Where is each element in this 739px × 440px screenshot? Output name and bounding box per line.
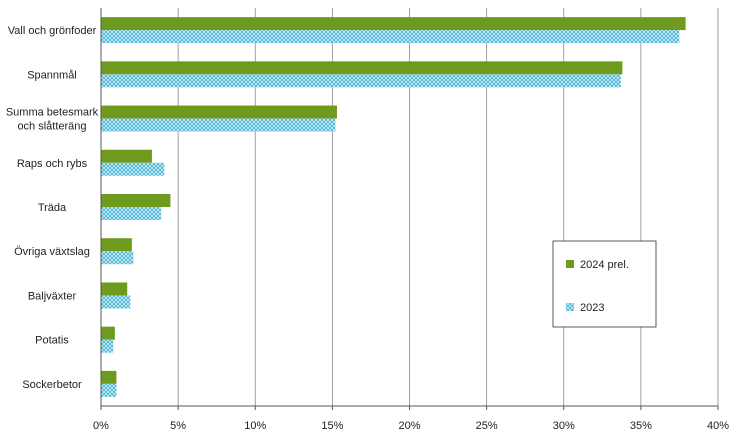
bar-2024-0	[101, 17, 686, 31]
category-label-line: Summa betesmark	[6, 107, 99, 119]
x-tick-label-7: 35%	[630, 420, 652, 432]
category-label-8: Sockerbetor	[22, 379, 82, 391]
bar-2023-8	[101, 383, 117, 397]
category-label-7: Potatis	[35, 335, 69, 347]
bar-2023-7	[101, 339, 114, 353]
bar-2023-2	[101, 118, 336, 132]
x-tick-label-6: 30%	[553, 420, 575, 432]
bar-2023-4	[101, 207, 162, 220]
bar-2024-3	[101, 149, 152, 163]
category-label-0: Vall och grönfoder	[8, 25, 97, 37]
legend-box	[552, 240, 657, 328]
legend-swatch-2024	[566, 260, 574, 268]
category-label-line: Sockerbetor	[22, 379, 82, 391]
category-label-line: Vall och grönfoder	[8, 25, 97, 37]
category-label-6: Baljväxter	[28, 290, 77, 302]
bar-2023-5	[101, 251, 134, 265]
x-tick-label-2: 10%	[244, 420, 266, 432]
bar-2023-3	[101, 162, 165, 176]
bars	[101, 17, 686, 397]
category-label-line: Spannmål	[27, 69, 77, 81]
category-label-line: Baljväxter	[28, 290, 77, 302]
bar-2023-1	[101, 74, 621, 88]
bar-2024-8	[101, 370, 117, 384]
bar-2024-6	[101, 282, 128, 296]
bar-2024-5	[101, 238, 132, 252]
x-tick-label-1: 5%	[170, 420, 186, 432]
category-label-1: Spannmål	[27, 69, 77, 81]
legend-swatch-2023	[566, 303, 574, 311]
category-label-line: Träda	[38, 202, 67, 214]
bar-2024-1	[101, 61, 623, 75]
x-axis: 0% 5% 10% 15% 20% 25% 30% 35% 40%	[93, 8, 729, 432]
bar-2024-7	[101, 326, 115, 340]
x-tick-label-0: 0%	[93, 420, 109, 432]
bar-2023-0	[101, 30, 680, 44]
bar-2024-2	[101, 105, 338, 119]
legend-label-2023: 2023	[580, 302, 604, 314]
bar-2023-6	[101, 295, 131, 309]
bar-2024-4	[101, 194, 171, 207]
category-label-line: Potatis	[35, 335, 69, 347]
category-label-3: Raps och rybs	[17, 158, 88, 170]
x-tick-label-5: 25%	[476, 420, 498, 432]
category-label-line: Raps och rybs	[17, 158, 88, 170]
x-tick-label-8: 40%	[707, 420, 729, 432]
category-label-4: Träda	[38, 202, 67, 214]
x-tick-label-4: 20%	[398, 420, 420, 432]
category-labels: Vall och grönfoder Spannmål Summa betesmar…	[6, 25, 99, 391]
legend: 2024 prel. 2023	[552, 240, 657, 328]
category-label-2: Summa betesmark och slåtteräng	[6, 107, 99, 133]
x-tick-label-3: 15%	[321, 420, 343, 432]
category-label-line: och slåtteräng	[17, 121, 86, 133]
category-label-line: Övriga växtslag	[14, 246, 90, 258]
category-label-5: Övriga växtslag	[14, 246, 90, 258]
legend-label-2024: 2024 prel.	[580, 259, 629, 271]
